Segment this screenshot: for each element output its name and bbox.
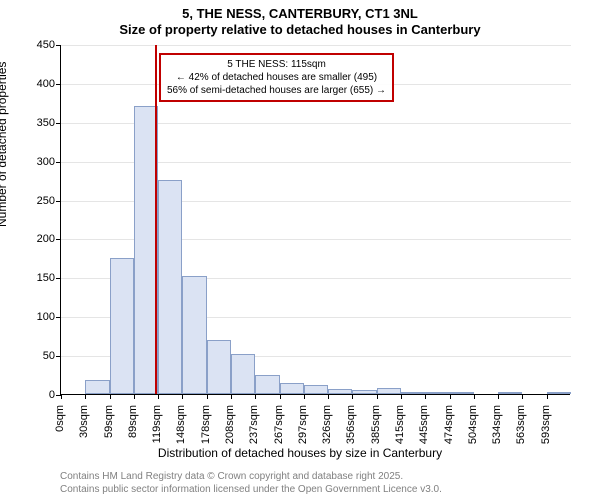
x-tick-label: 30sqm [78,405,90,455]
x-tick-label: 593sqm [540,405,552,455]
footer-licence: Contains public sector information licen… [60,484,442,495]
annotation-line-larger: 56% of semi-detached houses are larger (… [167,84,386,97]
histogram-bar [280,383,304,394]
y-tick-mark [56,278,61,279]
x-tick-label: 89sqm [127,405,139,455]
annotation-line-smaller: ← 42% of detached houses are smaller (49… [167,71,386,84]
x-tick-mark [304,394,305,399]
x-tick-mark [158,394,159,399]
x-tick-mark [522,394,523,399]
x-tick-mark [207,394,208,399]
x-tick-mark [377,394,378,399]
histogram-bar [304,385,328,394]
x-tick-label: 474sqm [443,405,455,455]
y-tick-mark [56,45,61,46]
y-tick-label: 0 [15,389,55,401]
y-axis-label: Number of detached properties [0,62,9,227]
histogram-bar [255,375,279,394]
chart-title-address: 5, THE NESS, CANTERBURY, CT1 3NL [0,6,600,21]
x-tick-label: 237sqm [248,405,260,455]
footer-copyright: Contains HM Land Registry data © Crown c… [60,471,403,482]
histogram-bar [498,392,522,394]
histogram-bar [182,276,206,394]
y-tick-label: 250 [15,195,55,207]
histogram-bar [85,380,109,394]
x-tick-label: 297sqm [297,405,309,455]
comparison-annotation: 5 THE NESS: 115sqm← 42% of detached hous… [159,53,394,102]
histogram-bar [377,388,401,394]
x-tick-mark [474,394,475,399]
y-tick-mark [56,84,61,85]
x-tick-mark [61,394,62,399]
x-tick-mark [231,394,232,399]
y-tick-mark [56,162,61,163]
x-tick-mark [110,394,111,399]
y-tick-mark [56,239,61,240]
histogram-bar [425,392,449,394]
y-tick-label: 450 [15,39,55,51]
x-tick-mark [401,394,402,399]
x-tick-mark [85,394,86,399]
x-tick-mark [134,394,135,399]
x-tick-label: 534sqm [491,405,503,455]
gridline [61,45,571,46]
x-tick-label: 0sqm [54,405,66,455]
histogram-bar [450,392,474,394]
x-tick-mark [498,394,499,399]
y-tick-mark [56,201,61,202]
y-tick-mark [56,317,61,318]
y-tick-label: 100 [15,311,55,323]
y-tick-label: 150 [15,272,55,284]
histogram-bar [352,390,376,394]
chart-title-description: Size of property relative to detached ho… [0,22,600,37]
x-tick-mark [255,394,256,399]
x-tick-mark [547,394,548,399]
x-tick-label: 415sqm [394,405,406,455]
histogram-bar [110,258,134,394]
plot-area: 5 THE NESS: 115sqm← 42% of detached hous… [60,45,570,395]
x-tick-label: 148sqm [175,405,187,455]
y-tick-label: 300 [15,156,55,168]
x-tick-label: 356sqm [345,405,357,455]
y-tick-mark [56,123,61,124]
property-size-histogram: 5, THE NESS, CANTERBURY, CT1 3NL Size of… [0,0,600,500]
x-tick-label: 504sqm [467,405,479,455]
x-tick-label: 59sqm [103,405,115,455]
x-tick-mark [450,394,451,399]
y-tick-label: 350 [15,117,55,129]
y-tick-mark [56,356,61,357]
y-tick-label: 50 [15,350,55,362]
x-tick-label: 326sqm [321,405,333,455]
histogram-bar [547,392,571,394]
x-tick-label: 563sqm [515,405,527,455]
histogram-bar [158,180,182,394]
histogram-bar [328,389,352,394]
x-tick-label: 208sqm [224,405,236,455]
histogram-bar [231,354,255,394]
x-tick-label: 267sqm [273,405,285,455]
x-tick-label: 385sqm [370,405,382,455]
annotation-line-property: 5 THE NESS: 115sqm [167,58,386,71]
x-tick-mark [182,394,183,399]
y-tick-label: 400 [15,78,55,90]
x-tick-mark [425,394,426,399]
x-tick-label: 445sqm [418,405,430,455]
x-tick-mark [280,394,281,399]
property-marker-line [155,45,157,394]
y-tick-label: 200 [15,233,55,245]
x-tick-label: 178sqm [200,405,212,455]
histogram-bar [401,392,425,394]
x-tick-mark [328,394,329,399]
x-tick-label: 119sqm [151,405,163,455]
histogram-bar [207,340,231,394]
x-tick-mark [352,394,353,399]
